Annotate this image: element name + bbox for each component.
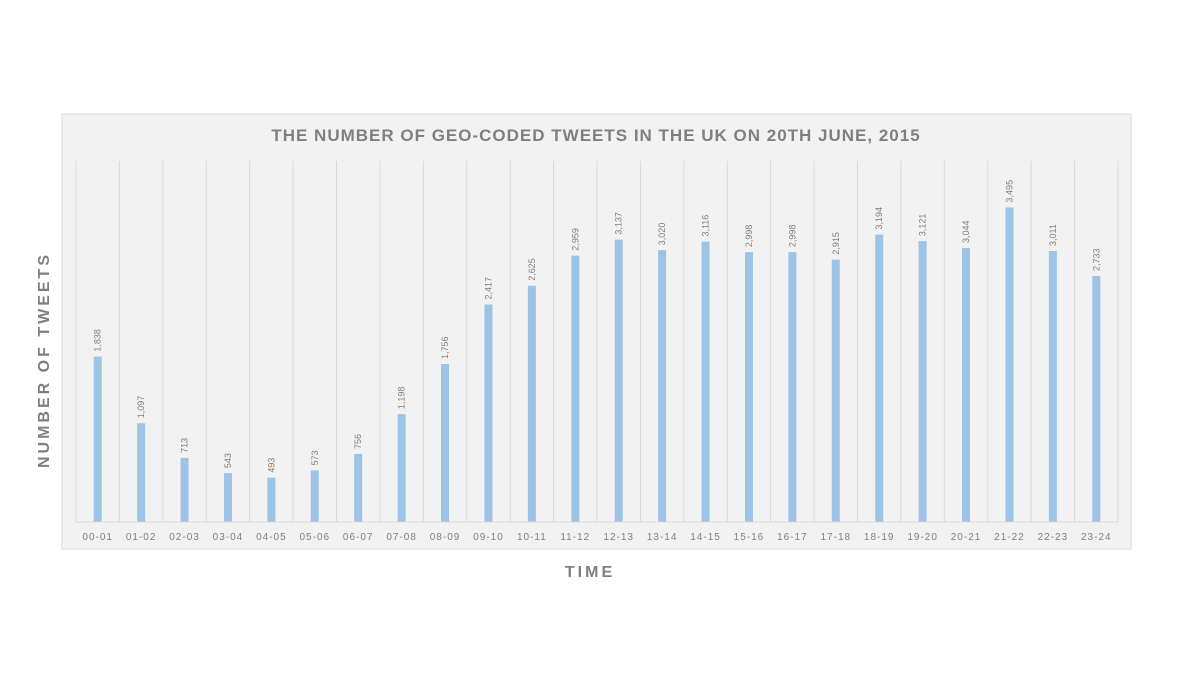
data-label: 3,194 xyxy=(874,207,884,230)
bar-18-19 xyxy=(875,234,884,523)
data-label: 1,198 xyxy=(397,387,407,410)
data-labels: 1,838 1,097 713 543 493 573 756 1,198 1,756 2,417… xyxy=(93,180,1102,473)
bar-09-10 xyxy=(484,304,493,522)
x-tick-label: 13-14 xyxy=(647,532,678,543)
data-label: 2,417 xyxy=(483,277,493,300)
bar-06-07 xyxy=(354,453,363,522)
bar-13-14 xyxy=(658,250,667,522)
data-label: 3,137 xyxy=(614,212,624,235)
x-tick-label: 23-24 xyxy=(1081,532,1112,543)
data-label: 2,998 xyxy=(787,225,797,248)
bar-11-12 xyxy=(571,255,580,522)
x-tick-label: 14-15 xyxy=(690,532,721,543)
data-label: 1,756 xyxy=(440,336,450,359)
bar-20-21 xyxy=(962,248,971,523)
gridlines xyxy=(75,161,1119,522)
x-tick-label: 16-17 xyxy=(777,532,808,543)
data-label: 2,959 xyxy=(570,228,580,251)
data-label: 543 xyxy=(223,453,233,468)
data-label: 2,625 xyxy=(527,258,537,281)
x-tick-label: 03-04 xyxy=(213,532,244,543)
bar-17-18 xyxy=(831,259,840,522)
x-tick-label: 12-13 xyxy=(603,532,634,543)
bar-07-08 xyxy=(397,414,406,522)
x-tick-label: 22-23 xyxy=(1038,532,1069,543)
x-tick-label: 04-05 xyxy=(256,532,287,543)
x-tick-label: 08-09 xyxy=(430,532,461,543)
x-tick-label: 02-03 xyxy=(169,532,200,543)
x-tick-label: 17-18 xyxy=(821,532,852,543)
x-tick-label: 19-20 xyxy=(907,532,938,543)
bar-04-05 xyxy=(267,477,276,522)
x-axis-title: TIME xyxy=(565,564,615,581)
data-label: 2,733 xyxy=(1091,248,1101,271)
bar-10-11 xyxy=(527,285,536,522)
data-label: 493 xyxy=(266,458,276,473)
bar-08-09 xyxy=(441,363,450,522)
bar-19-20 xyxy=(918,241,927,523)
data-label: 713 xyxy=(180,438,190,453)
data-label: 3,011 xyxy=(1048,224,1058,246)
x-tick-label: 05-06 xyxy=(300,532,331,543)
data-label: 2,998 xyxy=(744,225,754,248)
bar-14-15 xyxy=(701,241,710,522)
bar-series xyxy=(93,207,1101,523)
bar-23-24 xyxy=(1092,276,1101,522)
bar-16-17 xyxy=(788,252,797,522)
data-label: 573 xyxy=(310,450,320,465)
data-label: 1,097 xyxy=(136,396,146,419)
data-label: 1,838 xyxy=(93,329,103,352)
x-tick-label: 11-12 xyxy=(560,532,590,543)
bar-22-23 xyxy=(1048,251,1057,522)
data-label: 3,020 xyxy=(657,223,667,246)
x-tick-label: 07-08 xyxy=(386,532,417,543)
data-label: 3,116 xyxy=(701,215,711,237)
x-axis-tick-labels: 00-01 01-02 02-03 03-04 04-05 05-06 06-07 07-08… xyxy=(82,532,1112,543)
bar-03-04 xyxy=(223,473,232,522)
data-label: 3,121 xyxy=(918,214,928,237)
bar-21-22 xyxy=(1005,207,1014,522)
x-tick-label: 20-21 xyxy=(951,532,982,543)
x-tick-label: 21-22 xyxy=(994,532,1025,543)
x-tick-label: 01-02 xyxy=(126,532,157,543)
x-tick-label: 15-16 xyxy=(734,532,765,543)
data-label: 3,044 xyxy=(961,221,971,244)
chart-title: THE NUMBER OF GEO-CODED TWEETS IN THE UK… xyxy=(271,126,920,145)
x-tick-label: 06-07 xyxy=(343,532,374,543)
bar-01-02 xyxy=(137,423,146,522)
bar-02-03 xyxy=(180,457,189,522)
x-tick-label: 18-19 xyxy=(864,532,895,543)
data-label: 3,495 xyxy=(1004,180,1014,203)
x-tick-label: 10-11 xyxy=(517,532,547,543)
bar-12-13 xyxy=(614,239,623,523)
bar-05-06 xyxy=(310,470,319,522)
data-label: 756 xyxy=(353,434,363,449)
data-label: 2,915 xyxy=(831,232,841,255)
bar-15-16 xyxy=(744,252,753,522)
x-tick-label: 09-10 xyxy=(473,532,504,543)
bar-00-01 xyxy=(93,356,102,522)
y-axis-title: NUMBER OF TWEETS xyxy=(36,252,53,468)
x-tick-label: 00-01 xyxy=(82,532,113,543)
